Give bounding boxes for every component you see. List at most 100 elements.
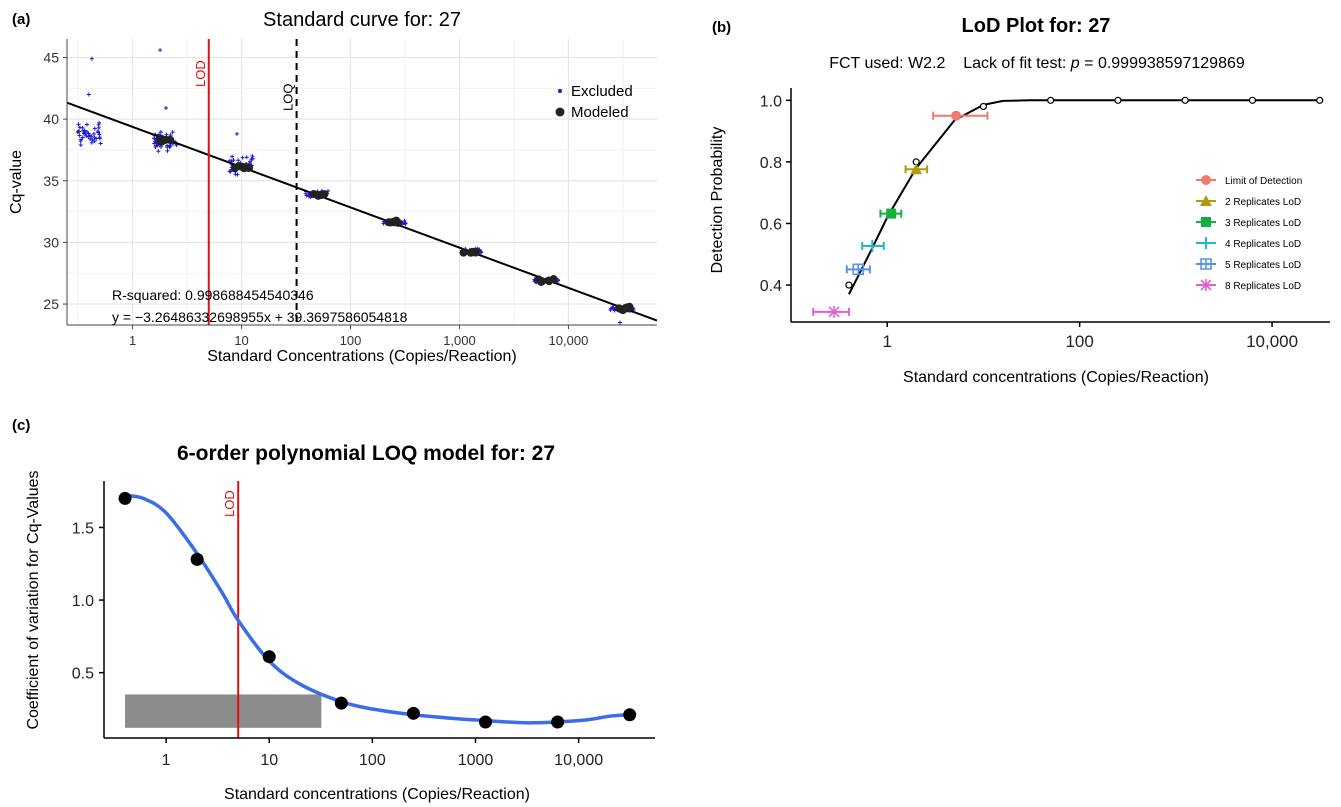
panel-b-x-ticks: 1 100 10,000 — [882, 322, 1298, 351]
panel-b: (b) LoD Plot for: 27 FCT used: W2.2 Lack… — [709, 15, 1330, 386]
legend-excluded-marker — [558, 89, 562, 93]
y-tick-label: 25 — [43, 296, 59, 312]
legend-label: 4 Replicates LoD — [1225, 239, 1301, 250]
modeled-point — [459, 248, 468, 257]
excluded-point — [156, 149, 161, 154]
panel-c-tag: (c) — [12, 417, 30, 434]
panel-c-loq-region — [125, 694, 322, 728]
excluded-point — [230, 154, 235, 159]
excluded-point — [81, 128, 86, 133]
excluded-point — [608, 307, 613, 312]
legend-marker — [1200, 237, 1212, 249]
excluded-point — [86, 92, 91, 97]
x-tick-label: 1,000 — [443, 333, 476, 348]
legend-label: 2 Replicates LoD — [1225, 197, 1301, 208]
panel-b-subtitle: FCT used: W2.2 Lack of fit test: p = 0.9… — [829, 55, 1245, 72]
y-tick-label: 1.0 — [72, 593, 94, 610]
modeled-point — [319, 190, 328, 199]
excluded-point — [152, 141, 157, 146]
excluded-point — [76, 122, 81, 127]
panel-c-x-ticks: 1 10 100 1000 10,000 — [162, 738, 603, 769]
excluded-point — [78, 142, 83, 147]
panel-a-legend: Excluded Modeled — [555, 83, 633, 121]
y-tick-label: 1.5 — [72, 520, 94, 537]
excluded-point — [92, 139, 97, 144]
x-tick-label: 1000 — [458, 752, 494, 769]
excluded-point — [92, 126, 97, 131]
panel-b-subtitle-suffix: = 0.999938597129869 — [1080, 55, 1245, 72]
y-tick-label: 45 — [43, 49, 59, 65]
lod-estimate-marker — [951, 110, 962, 121]
x-tick-label: 10,000 — [549, 333, 589, 348]
lod-estimate-marker — [866, 239, 879, 252]
excluded-point — [87, 136, 92, 141]
panel-a-lod-label: LOD — [193, 60, 208, 87]
excluded-point — [158, 48, 163, 53]
x-tick-label: 10,000 — [1246, 332, 1298, 351]
excluded-point — [167, 144, 172, 149]
observed-point — [845, 281, 853, 289]
excluded-point — [89, 140, 94, 145]
panel-c-lod-label: LOD — [222, 490, 237, 517]
excluded-point — [80, 135, 85, 140]
lod-estimate-marker — [910, 163, 923, 175]
modeled-point — [537, 277, 546, 286]
legend-modeled-marker — [555, 107, 565, 117]
legend-modeled-label: Modeled — [571, 104, 629, 121]
panel-a-loq-label: LOQ — [281, 84, 296, 111]
excluded-point — [79, 137, 84, 142]
x-tick-label: 10,000 — [554, 752, 603, 769]
panel-c: (c) 6-order polynomial LOQ model for: 27… — [12, 417, 655, 803]
lod-estimate-marker — [886, 208, 897, 219]
excluded-point — [97, 136, 102, 141]
panel-a: (a) Standard curve for: 27 LOD LOQ 1 10 10… — [8, 9, 658, 365]
excluded-point — [164, 132, 169, 137]
excluded-point — [163, 106, 168, 111]
modeled-point — [230, 164, 239, 173]
panel-c-points — [118, 491, 637, 729]
excluded-point — [158, 130, 163, 135]
x-tick-label: 1 — [129, 333, 136, 348]
panel-c-xlabel: Standard concentrations (Copies/Reaction… — [224, 786, 530, 803]
y-tick-label: 0.6 — [760, 216, 782, 233]
panel-c-poly-curve — [123, 493, 632, 725]
y-tick-label: 0.8 — [760, 155, 782, 172]
excluded-point — [94, 136, 99, 141]
panel-b-observed-points — [845, 96, 1324, 289]
excluded-point — [77, 125, 82, 130]
panel-b-subtitle-p: p — [1070, 55, 1080, 72]
observed-point — [1114, 96, 1122, 104]
observed-point — [1181, 96, 1189, 104]
x-tick-label: 100 — [1065, 332, 1093, 351]
panel-b-legend: Limit of Detection 2 Replicates LoD 3 Repl… — [1196, 175, 1302, 292]
legend-marker — [1201, 175, 1211, 185]
x-tick-label: 100 — [359, 752, 386, 769]
legend-label: 3 Replicates LoD — [1225, 218, 1301, 229]
excluded-point — [84, 134, 89, 139]
excluded-point — [96, 130, 101, 135]
x-tick-label: 100 — [340, 333, 362, 348]
cv-point — [551, 715, 565, 729]
panel-b-subtitle-prefix: FCT used: W2.2 Lack of fit test: — [829, 55, 1071, 72]
polynomial-curve — [123, 493, 632, 725]
excluded-point — [84, 122, 89, 127]
excluded-point — [250, 154, 255, 159]
excluded-point — [87, 133, 92, 138]
excluded-point — [228, 169, 233, 174]
modeled-point — [238, 162, 247, 171]
legend-excluded-label: Excluded — [571, 83, 633, 100]
modeled-point — [618, 306, 627, 315]
panel-a-tag: (a) — [12, 11, 30, 28]
x-tick-label: 10 — [260, 752, 278, 769]
modeled-point — [157, 137, 166, 146]
excluded-point — [91, 131, 96, 136]
observed-point — [979, 102, 988, 111]
y-tick-label: 35 — [43, 173, 59, 189]
legend-label: 8 Replicates LoD — [1225, 281, 1301, 292]
y-tick-label: 30 — [43, 234, 59, 250]
legend-label: 5 Replicates LoD — [1225, 260, 1301, 271]
panel-c-ylabel: Coefficient of variation for Cq-Values — [25, 470, 42, 729]
y-tick-label: 40 — [43, 111, 59, 127]
excluded-point — [240, 155, 245, 160]
